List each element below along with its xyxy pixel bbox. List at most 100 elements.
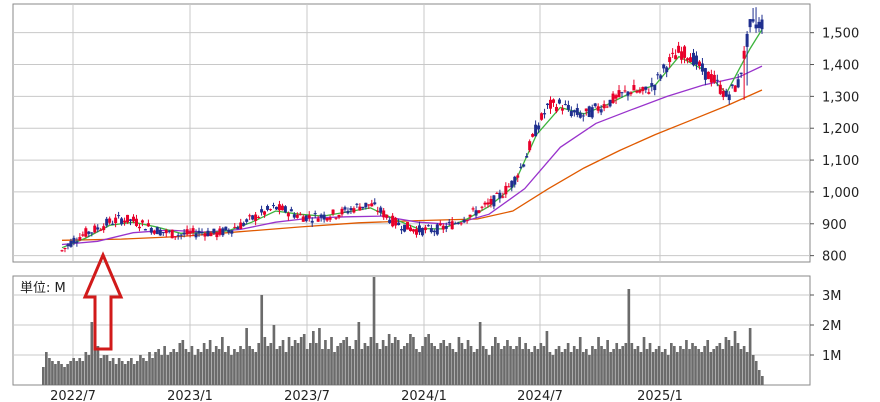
candle-body xyxy=(736,79,740,88)
volume-bar xyxy=(257,343,261,385)
x-tick-label: 2024/7 xyxy=(517,389,563,402)
candle-body xyxy=(325,218,329,221)
volume-tick-label: 1M xyxy=(822,349,842,364)
volume-bar xyxy=(324,340,327,385)
volume-bar xyxy=(181,340,185,385)
volume-bar xyxy=(545,331,549,385)
volume-bar xyxy=(460,343,464,385)
volume-bar xyxy=(375,343,379,385)
candle-body xyxy=(227,230,231,233)
volume-bar xyxy=(351,349,355,385)
candle-body xyxy=(495,192,499,194)
volume-bar xyxy=(175,352,179,385)
candle-body xyxy=(727,94,731,101)
candle-body xyxy=(337,214,341,218)
volume-bar xyxy=(445,346,449,385)
price-tick-label: 1,500 xyxy=(822,27,859,42)
candle-body xyxy=(140,220,144,223)
candle-body xyxy=(739,72,743,74)
candle-body xyxy=(382,210,386,218)
candle-body xyxy=(423,227,427,231)
volume-bar xyxy=(566,343,570,385)
x-tick-label: 2023/1 xyxy=(167,389,213,402)
volume-bar xyxy=(148,352,151,385)
volume-bar xyxy=(530,352,534,385)
volume-bar xyxy=(627,289,631,385)
candle-body xyxy=(596,106,600,111)
volume-bar xyxy=(93,349,97,385)
volume-bar xyxy=(363,343,367,385)
candle-body xyxy=(706,71,710,80)
candle-body xyxy=(453,223,457,225)
volume-bar xyxy=(345,337,349,385)
volume-bar xyxy=(560,352,564,385)
candle-body xyxy=(364,202,368,208)
volume-bar xyxy=(503,346,506,385)
volume-bar xyxy=(682,349,685,385)
volume-bar xyxy=(412,337,415,385)
candle-body xyxy=(647,92,651,94)
candle-body xyxy=(200,232,204,234)
volume-bar xyxy=(518,337,521,385)
volume-bar xyxy=(606,340,609,385)
volume-bar xyxy=(442,340,446,385)
candle-body xyxy=(331,209,335,215)
volume-bar xyxy=(111,358,115,385)
x-tick-label: 2023/7 xyxy=(284,389,330,402)
candle-body xyxy=(403,224,407,232)
candle-body xyxy=(131,216,135,222)
candle-body xyxy=(730,84,734,86)
volume-bar xyxy=(451,349,455,385)
candle-body xyxy=(271,205,275,207)
volume-bar xyxy=(700,352,703,385)
candle-body xyxy=(504,185,508,195)
volume-bar xyxy=(621,346,625,385)
volume-bar xyxy=(484,349,488,385)
candle-body xyxy=(683,46,687,58)
candle-body xyxy=(352,208,356,213)
volume-bar xyxy=(424,337,427,385)
volume-bar xyxy=(679,346,682,385)
candle-body xyxy=(745,33,749,47)
volume-bar xyxy=(742,346,746,385)
candle-body xyxy=(432,230,436,233)
candle-body xyxy=(686,58,690,61)
candle-body xyxy=(492,195,496,207)
candle-body xyxy=(543,113,547,115)
volume-bar xyxy=(360,349,364,385)
volume-bar xyxy=(96,346,100,385)
volume-bar xyxy=(487,355,491,385)
volume-bar xyxy=(221,337,224,385)
candle-body xyxy=(498,192,502,199)
volume-bar xyxy=(81,361,85,385)
volume-bar xyxy=(697,349,700,385)
candle-body xyxy=(569,110,573,116)
volume-bar xyxy=(172,349,176,385)
volume-bar xyxy=(78,358,82,385)
volume-bar xyxy=(266,346,270,385)
volume-bar xyxy=(217,349,221,385)
candle-body xyxy=(230,230,234,234)
volume-bar xyxy=(403,346,406,385)
annotation-arrow xyxy=(82,251,124,351)
volume-bar xyxy=(585,349,588,385)
candle-body xyxy=(215,232,219,238)
candle-body xyxy=(557,99,561,104)
volume-bar xyxy=(761,376,764,385)
candle-body xyxy=(146,223,150,227)
candle-body xyxy=(343,207,347,210)
volume-bar xyxy=(190,346,194,385)
candle-body xyxy=(510,180,514,188)
volume-bar xyxy=(724,337,728,385)
candle-body xyxy=(277,204,281,211)
volume-bar xyxy=(348,346,352,385)
candle-body xyxy=(355,203,359,205)
candle-body xyxy=(60,250,64,252)
volume-bar xyxy=(500,349,503,385)
volume-bar xyxy=(84,352,88,385)
volume-bar xyxy=(290,346,294,385)
candle-body xyxy=(480,206,484,208)
volume-bar xyxy=(436,349,440,385)
volume-bar xyxy=(469,346,473,385)
candle-body xyxy=(397,222,401,226)
